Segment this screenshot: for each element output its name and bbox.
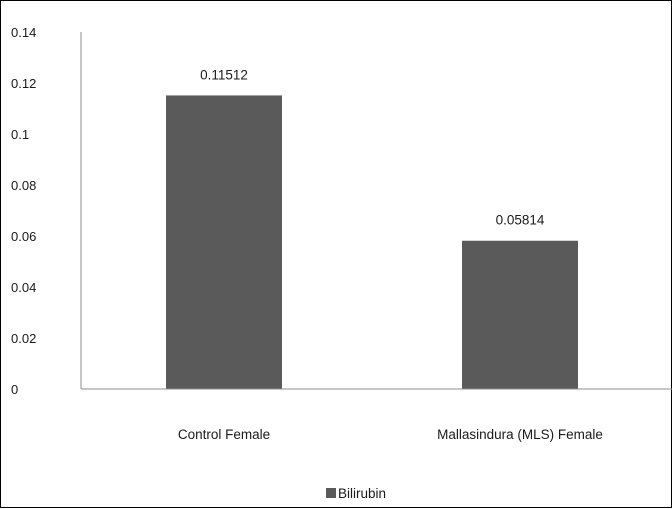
y-tick-label: 0.04 (11, 280, 36, 295)
y-tick-label: 0.02 (11, 331, 36, 346)
legend: Bilirubin (326, 486, 386, 501)
legend-swatch-bilirubin (326, 488, 336, 498)
category-label: Mallasindura (MLS) Female (437, 427, 603, 442)
y-tick-label: 0.14 (11, 25, 36, 40)
category-label: Control Female (178, 427, 270, 442)
legend-label-bilirubin: Bilirubin (338, 486, 386, 501)
y-tick-label: 0.1 (11, 127, 29, 142)
data-labels: 0.11512 0.05814 (200, 67, 545, 227)
bar (462, 240, 578, 389)
bar (166, 95, 282, 389)
y-tick-label: 0 (11, 382, 18, 397)
data-label: 0.05814 (496, 213, 545, 228)
x-axis-categories: Control Female Mallasindura (MLS) Female (178, 427, 603, 442)
y-tick-label: 0.06 (11, 229, 36, 244)
y-axis-ticks: 0 0.02 0.04 0.06 0.08 0.1 0.12 0.14 (11, 25, 36, 397)
data-label: 0.11512 (200, 67, 248, 82)
bar-series (166, 95, 578, 389)
y-tick-label: 0.12 (11, 76, 36, 91)
y-tick-label: 0.08 (11, 178, 36, 193)
